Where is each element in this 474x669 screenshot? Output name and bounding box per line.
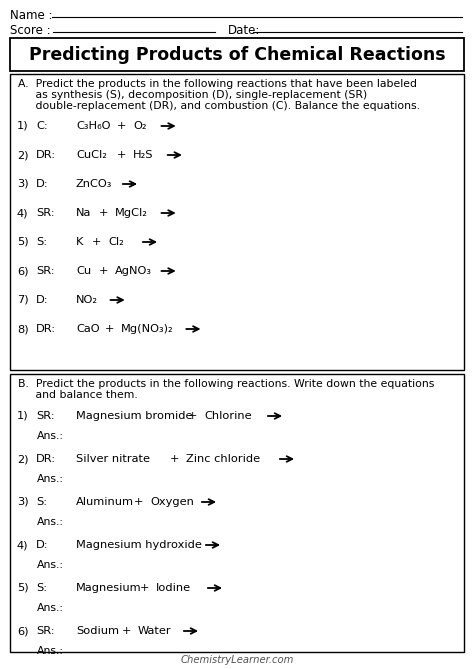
Text: Predicting Products of Chemical Reactions: Predicting Products of Chemical Reaction… (29, 45, 445, 64)
Text: SR:: SR: (36, 208, 55, 218)
Text: Cu: Cu (76, 266, 91, 276)
Text: AgNO₃: AgNO₃ (115, 266, 152, 276)
Text: D:: D: (36, 295, 49, 305)
Text: Ans.:: Ans.: (37, 431, 64, 441)
Text: Water: Water (138, 626, 172, 636)
Text: Silver nitrate: Silver nitrate (76, 454, 150, 464)
Text: Ans.:: Ans.: (37, 603, 64, 613)
Text: Zinc chloride: Zinc chloride (186, 454, 260, 464)
Text: S:: S: (36, 497, 47, 507)
Text: 6): 6) (17, 266, 28, 276)
Text: Sodium: Sodium (76, 626, 119, 636)
Text: 2): 2) (17, 150, 28, 160)
Text: Iodine: Iodine (156, 583, 191, 593)
Text: Ans.:: Ans.: (37, 517, 64, 527)
Text: SR:: SR: (36, 266, 55, 276)
Text: O₂: O₂ (133, 121, 146, 131)
Text: 5): 5) (17, 583, 28, 593)
Bar (10, 74, 464, 370)
Text: MgCl₂: MgCl₂ (115, 208, 147, 218)
Text: Name :: Name : (10, 9, 53, 22)
Text: NO₂: NO₂ (76, 295, 98, 305)
Text: +: + (99, 208, 108, 218)
Text: C:: C: (36, 121, 48, 131)
Text: DR:: DR: (36, 150, 56, 160)
Text: SR:: SR: (36, 626, 55, 636)
Text: Magnesium hydroxide: Magnesium hydroxide (76, 540, 202, 550)
Text: 7): 7) (17, 295, 28, 305)
Text: Ans.:: Ans.: (37, 646, 64, 656)
Text: B.  Predict the products in the following reactions. Write down the equations: B. Predict the products in the following… (18, 379, 434, 389)
Text: Chlorine: Chlorine (204, 411, 252, 421)
Text: Date:: Date: (228, 24, 260, 37)
Text: 4): 4) (17, 208, 28, 218)
Text: CuCl₂: CuCl₂ (76, 150, 107, 160)
Text: 2): 2) (17, 454, 28, 464)
Text: +: + (140, 583, 149, 593)
Text: 3): 3) (17, 497, 28, 507)
Text: 1): 1) (17, 121, 28, 131)
Text: S:: S: (36, 237, 47, 247)
Text: DR:: DR: (36, 324, 56, 334)
Text: ZnCO₃: ZnCO₃ (76, 179, 112, 189)
Bar (10, 374, 464, 652)
Text: A.  Predict the products in the following reactions that have been labeled: A. Predict the products in the following… (18, 79, 417, 89)
Text: +: + (134, 497, 143, 507)
Text: +: + (122, 626, 131, 636)
Text: K: K (76, 237, 83, 247)
Text: Ans.:: Ans.: (37, 474, 64, 484)
Text: and balance them.: and balance them. (18, 390, 138, 400)
Text: Na: Na (76, 208, 91, 218)
Text: double-replacement (DR), and combustion (C). Balance the equations.: double-replacement (DR), and combustion … (18, 101, 420, 111)
Text: +: + (105, 324, 114, 334)
Text: as synthesis (S), decomposition (D), single-replacement (SR): as synthesis (S), decomposition (D), sin… (18, 90, 367, 100)
Text: H₂S: H₂S (133, 150, 154, 160)
Text: ChemistryLearner.com: ChemistryLearner.com (180, 655, 294, 665)
Text: D:: D: (36, 540, 49, 550)
Text: Oxygen: Oxygen (150, 497, 194, 507)
Text: Cl₂: Cl₂ (109, 237, 124, 247)
Text: Mg(NO₃)₂: Mg(NO₃)₂ (121, 324, 173, 334)
Text: Aluminum: Aluminum (76, 497, 134, 507)
Text: Magnesium bromide: Magnesium bromide (76, 411, 192, 421)
Text: +: + (92, 237, 101, 247)
Text: 8): 8) (17, 324, 28, 334)
Text: CaO: CaO (76, 324, 100, 334)
Text: 6): 6) (17, 626, 28, 636)
Text: +: + (99, 266, 108, 276)
Bar (10, 38, 464, 71)
Text: Magnesium: Magnesium (76, 583, 142, 593)
Text: +: + (117, 121, 127, 131)
Text: D:: D: (36, 179, 49, 189)
Text: 5): 5) (17, 237, 28, 247)
Text: C₃H₆O: C₃H₆O (76, 121, 110, 131)
Text: +: + (170, 454, 179, 464)
Text: 1): 1) (17, 411, 28, 421)
Text: +: + (117, 150, 127, 160)
Text: Score :: Score : (10, 24, 51, 37)
Text: S:: S: (36, 583, 47, 593)
Text: Ans.:: Ans.: (37, 560, 64, 570)
Text: 4): 4) (17, 540, 28, 550)
Text: DR:: DR: (36, 454, 56, 464)
Text: +: + (188, 411, 197, 421)
Text: SR:: SR: (36, 411, 55, 421)
Text: 3): 3) (17, 179, 28, 189)
